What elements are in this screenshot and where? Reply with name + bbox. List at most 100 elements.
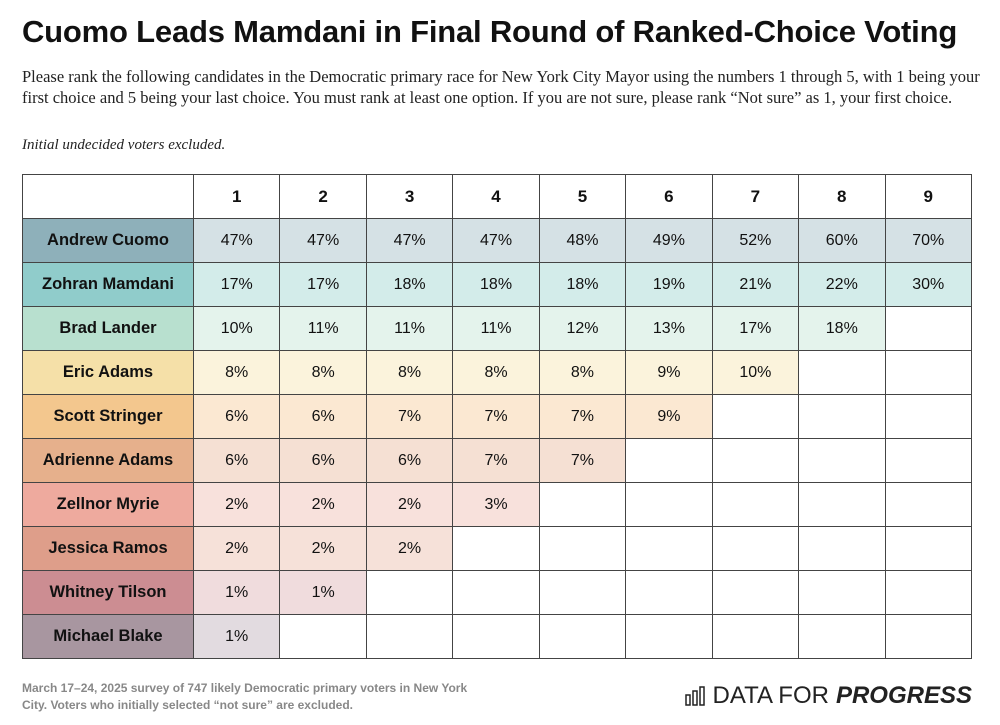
candidate-row: Jessica Ramos 2% 2% 2% [22, 526, 972, 571]
percent-cell: 70% [884, 218, 972, 263]
empty-cell [625, 438, 713, 483]
percent-cell: 2% [365, 526, 454, 571]
logo-emphasis: PROGRESS [835, 682, 972, 709]
percent-cell: 2% [365, 482, 454, 527]
percent-cell: 60% [798, 218, 886, 263]
percent-cell: 9% [625, 350, 713, 395]
empty-cell [884, 482, 972, 527]
empty-cell [711, 482, 800, 527]
percent-cell: 2% [192, 526, 281, 571]
empty-cell [625, 526, 713, 571]
empty-cell [884, 614, 972, 659]
empty-cell [538, 482, 627, 527]
percent-cell: 7% [452, 438, 540, 483]
percent-cell: 11% [365, 306, 454, 351]
percent-cell: 2% [279, 526, 367, 571]
candidate-row: Zellnor Myrie 2% 2% 2% 3% [22, 482, 972, 527]
source-note: March 17–24, 2025 survey of 747 likely D… [22, 681, 468, 712]
empty-cell [452, 614, 540, 659]
candidate-row: Scott Stringer 6% 6% 7% 7% 7% 9% [22, 394, 972, 439]
percent-cell: 48% [538, 218, 627, 263]
candidate-row: Brad Lander 10% 11% 11% 11% 12% 13% 17% 18% [22, 306, 972, 351]
percent-cell: 17% [279, 262, 367, 307]
empty-cell [798, 350, 886, 395]
empty-cell [884, 306, 972, 351]
empty-cell [798, 570, 886, 615]
empty-cell [884, 570, 972, 615]
percent-cell: 8% [538, 350, 627, 395]
percent-cell: 2% [279, 482, 367, 527]
percent-cell: 18% [538, 262, 627, 307]
percent-cell: 19% [625, 262, 713, 307]
percent-cell: 12% [538, 306, 627, 351]
candidate-label: Jessica Ramos [22, 526, 194, 571]
empty-cell [711, 438, 800, 483]
empty-cell [538, 526, 627, 571]
candidate-row: Eric Adams 8% 8% 8% 8% 8% 9% 10% [22, 350, 972, 395]
percent-cell: 6% [192, 394, 281, 439]
percent-cell: 47% [365, 218, 454, 263]
empty-cell [798, 438, 886, 483]
description: Please rank the following candidates in … [22, 67, 980, 107]
percent-cell: 10% [711, 350, 800, 395]
empty-cell [711, 394, 800, 439]
candidate-label: Michael Blake [22, 614, 194, 659]
empty-cell [625, 614, 713, 659]
percent-cell: 47% [452, 218, 540, 263]
percent-cell: 6% [279, 394, 367, 439]
percent-cell: 6% [192, 438, 281, 483]
percent-cell: 13% [625, 306, 713, 351]
candidate-row: Zohran Mamdani 17% 17% 18% 18% 18% 19% 21% 22% 30… [22, 262, 972, 307]
empty-cell [798, 482, 886, 527]
empty-cell [798, 394, 886, 439]
column-header: 2 [279, 174, 367, 219]
percent-cell: 7% [452, 394, 540, 439]
percent-cell: 18% [452, 262, 540, 307]
empty-cell [538, 570, 627, 615]
empty-cell [538, 614, 627, 659]
empty-cell [625, 482, 713, 527]
empty-cell [711, 614, 800, 659]
percent-cell: 49% [625, 218, 713, 263]
empty-cell [365, 570, 454, 615]
percent-cell: 3% [452, 482, 540, 527]
column-header: 3 [365, 174, 454, 219]
column-header: 5 [538, 174, 627, 219]
percent-cell: 47% [279, 218, 367, 263]
column-header: 7 [711, 174, 800, 219]
percent-cell: 8% [279, 350, 367, 395]
empty-cell [452, 570, 540, 615]
empty-cell [884, 394, 972, 439]
percent-cell: 18% [365, 262, 454, 307]
percent-cell: 6% [365, 438, 454, 483]
empty-cell [711, 570, 800, 615]
percent-cell: 7% [538, 438, 627, 483]
column-header: 1 [192, 174, 281, 219]
candidate-label: Eric Adams [22, 350, 194, 395]
candidate-label: Zohran Mamdani [22, 262, 194, 307]
empty-cell [884, 438, 972, 483]
percent-cell: 30% [884, 262, 972, 307]
corner-cell [22, 174, 194, 219]
candidate-label: Whitney Tilson [22, 570, 194, 615]
candidate-row: Adrienne Adams 6% 6% 6% 7% 7% [22, 438, 972, 483]
empty-cell [711, 526, 800, 571]
column-header: 4 [452, 174, 540, 219]
empty-cell [625, 570, 713, 615]
percent-cell: 11% [452, 306, 540, 351]
note: Initial undecided voters excluded. [22, 137, 226, 153]
percent-cell: 21% [711, 262, 800, 307]
percent-cell: 8% [192, 350, 281, 395]
percent-cell: 47% [192, 218, 281, 263]
empty-cell [884, 526, 972, 571]
logo-prefix: DATA FOR [712, 682, 829, 709]
empty-cell [798, 614, 886, 659]
column-header: 8 [798, 174, 886, 219]
percent-cell: 52% [711, 218, 800, 263]
percent-cell: 10% [192, 306, 281, 351]
candidate-row: Michael Blake 1% [22, 614, 972, 659]
percent-cell: 9% [625, 394, 713, 439]
percent-cell: 17% [711, 306, 800, 351]
